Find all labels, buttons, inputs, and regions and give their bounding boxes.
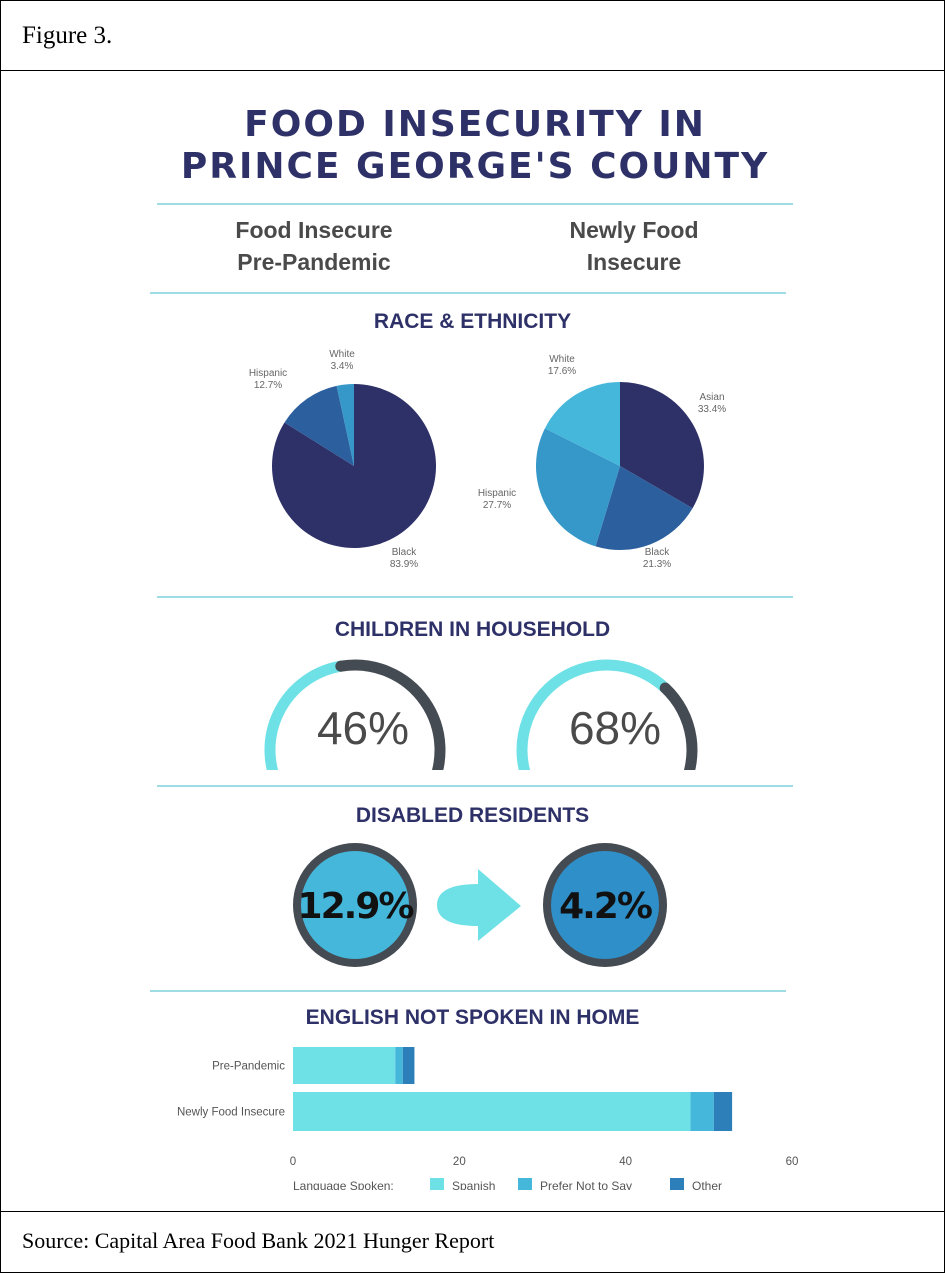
bar-0-spanish	[293, 1047, 396, 1084]
rule-title	[157, 203, 793, 205]
legend-label-0: Spanish	[452, 1179, 495, 1190]
pie-label-0-black: Black	[392, 547, 417, 558]
disabled-disc-0	[301, 851, 409, 959]
pie-slice-0-black	[271, 384, 436, 548]
pie-slice-1-hispanic	[535, 428, 620, 547]
gauge-value-1: 68%	[569, 702, 661, 754]
bar-0-other	[402, 1047, 415, 1084]
disabled-value-1: 4.2%	[559, 886, 652, 927]
pie-slice-1-white	[544, 382, 620, 466]
bar-category-1: Newly Food Insecure	[177, 1107, 285, 1119]
pie-value-0-white: 3.4%	[331, 361, 354, 372]
rule-race	[157, 596, 793, 598]
column-header-right-line1: Newly Food	[569, 217, 699, 243]
gauge-remainder-1	[659, 682, 698, 770]
column-header-left: Food Insecure Pre-Pandemic	[214, 214, 414, 278]
children-gauges: 46% 68%	[264, 659, 698, 770]
bar-1-spanish	[293, 1092, 691, 1131]
pie-slice-1-asian	[620, 382, 704, 509]
column-header-left-line1: Food Insecure	[235, 217, 393, 243]
x-tick-1: 20	[453, 1156, 466, 1168]
gauge-fill-1	[516, 659, 671, 770]
pie-value-1-asian: 33.4%	[698, 404, 726, 415]
arrow-icon	[437, 869, 521, 941]
pie-value-1-hispanic: 27.7%	[483, 500, 511, 511]
pie-value-0-hispanic: 12.7%	[254, 380, 282, 391]
disabled-value-0: 12.9%	[298, 886, 414, 927]
pie-slice-0-white	[336, 384, 354, 466]
column-header-right: Newly Food Insecure	[534, 214, 734, 278]
bar-0-prefer-not-to-say	[395, 1047, 403, 1084]
gauge-remainder-0	[335, 659, 446, 770]
legend-swatch-0	[430, 1178, 444, 1190]
disabled-disc-1	[551, 851, 659, 959]
bar-1-other	[713, 1092, 733, 1131]
header-divider	[0, 70, 945, 71]
footer-divider	[0, 1211, 945, 1212]
column-header-right-line2: Insecure	[586, 249, 682, 275]
x-tick-3: 60	[786, 1156, 799, 1168]
column-header-left-line2: Pre-Pandemic	[237, 249, 391, 275]
english-bar-chart: Pre-Pandemic Newly Food Insecure 0 20 40 60 La…	[177, 1047, 799, 1190]
gauge-value-0: 46%	[317, 702, 409, 754]
figure-label: Figure 3.	[22, 22, 113, 49]
section-title-english: ENGLISH NOT SPOKEN IN HOME	[305, 1006, 640, 1029]
x-tick-2: 40	[619, 1156, 632, 1168]
pie-label-0-hispanic: Hispanic	[249, 368, 287, 379]
pie-label-1-black: Black	[645, 547, 670, 558]
infographic-title-line1: FOOD INSECURITY IN	[244, 104, 706, 145]
rule-columns	[150, 292, 786, 294]
pie-label-1-white: White	[549, 354, 575, 365]
pie-value-1-white: 17.6%	[548, 366, 576, 377]
pie-slice-1-black	[595, 466, 693, 551]
infographic-title-line2: PRINCE GEORGE'S COUNTY	[180, 146, 770, 187]
pie-label-1-hispanic: Hispanic	[478, 488, 516, 499]
pie-value-1-black: 21.3%	[643, 559, 671, 570]
pie-value-0-black: 83.9%	[390, 559, 418, 570]
race-ethnicity-pies: Black83.9%Hispanic12.7%White3.4%Asian33.…	[249, 349, 726, 570]
pie-label-1-asian: Asian	[699, 392, 724, 403]
pie-label-0-white: White	[329, 349, 355, 360]
section-title-children: CHILDREN IN HOUSEHOLD	[334, 618, 611, 641]
disabled-comparison: 12.9% 4.2%	[293, 843, 667, 967]
rule-disabled	[150, 990, 786, 992]
source-note: Source: Capital Area Food Bank 2021 Hung…	[22, 1228, 495, 1253]
pie-slice-0-hispanic	[284, 385, 354, 466]
legend-swatch-2	[670, 1178, 684, 1190]
legend-swatch-1	[518, 1178, 532, 1190]
x-tick-0: 0	[290, 1156, 296, 1168]
section-title-disabled: DISABLED RESIDENTS	[355, 804, 590, 827]
legend-title: Language Spoken:	[293, 1179, 394, 1190]
rule-children	[157, 785, 793, 787]
bar-category-0: Pre-Pandemic	[212, 1061, 285, 1073]
legend-label-2: Other	[692, 1179, 722, 1190]
bar-1-prefer-not-to-say	[690, 1092, 714, 1131]
section-title-race: RACE & ETHNICITY	[373, 310, 572, 333]
legend-label-1: Prefer Not to Say	[540, 1179, 632, 1190]
gauge-fill-0	[264, 660, 347, 770]
